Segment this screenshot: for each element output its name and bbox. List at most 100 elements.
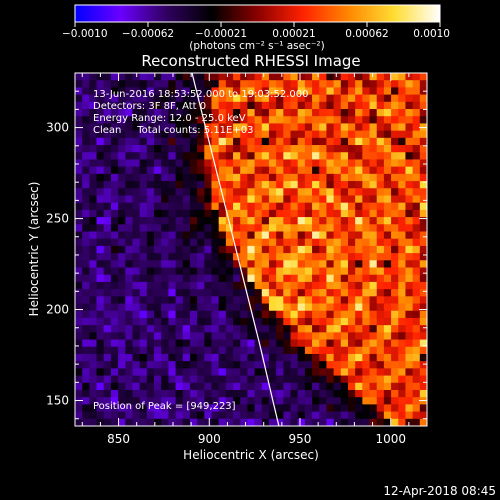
colorbar: −0.0010 −0.00062 −0.00021 0.00021 0.00062 0.0… [62,4,450,52]
heatmap-cell [204,217,213,225]
heatmap-cell [132,281,141,290]
heatmap-cell [211,382,220,391]
heatmap-cell [290,411,299,420]
heatmap-cell [261,202,270,211]
heatmap-cell [154,73,162,81]
heatmap-cell [161,188,169,197]
heatmap-cell [189,418,198,426]
heatmap-cell [326,209,335,218]
heatmap-cell [204,116,213,125]
heatmap-cell [276,346,284,355]
heatmap-cell [319,411,328,420]
heatmap-cell [340,195,349,204]
heatmap-cell [419,325,427,333]
heatmap-cell [211,281,220,290]
heatmap-cell [139,109,148,117]
heatmap-cell [391,317,399,326]
heatmap-cell [175,404,184,413]
heatmap-cell [125,73,134,81]
heatmap-cell [261,130,270,139]
heatmap-cell [355,310,363,319]
heatmap-cell [154,238,162,247]
heatmap-cell [376,310,385,319]
heatmap-cell [118,397,126,405]
heatmap-cell [189,382,198,391]
heatmap-cell [218,195,227,204]
heatmap-cell [254,375,263,384]
heatmap-cell [139,152,148,161]
heatmap-cell [125,382,134,391]
heatmap-cell [304,173,313,182]
heatmap-cell [189,368,198,377]
heatmap-cell [261,389,270,398]
heatmap-cell [189,303,198,312]
heatmap-cell [419,332,427,341]
heatmap-cell [132,368,141,377]
heatmap-cell [283,80,292,89]
heatmap-cell [103,339,112,348]
heatmap-cell [383,325,392,333]
heatmap-cell [340,332,349,341]
heatmap-cell [398,325,407,333]
heatmap-cell [132,361,141,369]
heatmap-cell [75,375,83,384]
heatmap-cell [247,260,256,269]
heatmap-cell [369,159,378,168]
heatmap-cell [139,317,148,326]
heatmap-cell [347,332,356,341]
heatmap-cell [369,332,378,341]
heatmap-cell [132,267,141,276]
heatmap-cell [118,332,126,341]
heatmap-cell [276,195,284,204]
heatmap-cell [189,173,198,182]
heatmap-cell [319,217,328,225]
heatmap-cell [146,281,155,290]
heatmap-cell [290,94,299,103]
heatmap-cell [247,375,256,384]
heatmap-cell [175,101,184,110]
heatmap-cell [247,159,256,168]
heatmap-cell [362,195,371,204]
heatmap-cell [211,404,220,413]
heatmap-cell [398,339,407,348]
heatmap-cell [369,188,378,197]
timestamp: 12-Apr-2018 08:45 [383,484,496,498]
heatmap-cell [204,375,213,384]
heatmap-cell [146,253,155,261]
colorbar-tick-label: 0.0010 [413,28,450,40]
heatmap-cell [312,166,320,175]
heatmap-cell [376,375,385,384]
heatmap-cell [261,411,270,420]
heatmap-cell [82,123,90,132]
heatmap-cell [197,418,205,426]
heatmap-cell [398,253,407,261]
heatmap-cell [261,260,270,269]
heatmap-cell [182,73,191,81]
heatmap-cell [96,87,105,96]
heatmap-cell [355,109,363,117]
heatmap-cell [89,289,98,297]
heatmap-cell [369,274,378,283]
heatmap-cell [204,195,213,204]
heatmap-cell [276,281,284,290]
heatmap-cell [233,166,241,175]
heatmap-cell [405,245,414,254]
heatmap-cell [398,217,407,225]
heatmap-cell [110,166,119,175]
heatmap-cell [405,361,414,369]
heatmap-cell [89,109,98,117]
heatmap-cell [312,145,320,153]
heatmap-cell [276,217,284,225]
heatmap-cell [103,346,112,355]
heatmap-cell [326,137,335,146]
heatmap-cell [405,209,414,218]
heatmap-cell [355,332,363,341]
heatmap-cell [96,296,105,305]
heatmap-cell [283,339,292,348]
heatmap-cell [240,361,249,369]
heatmap-cell [355,209,363,218]
heatmap-cell [290,404,299,413]
heatmap-cell [82,310,90,319]
heatmap-cell [355,152,363,161]
heatmap-cell [182,404,191,413]
